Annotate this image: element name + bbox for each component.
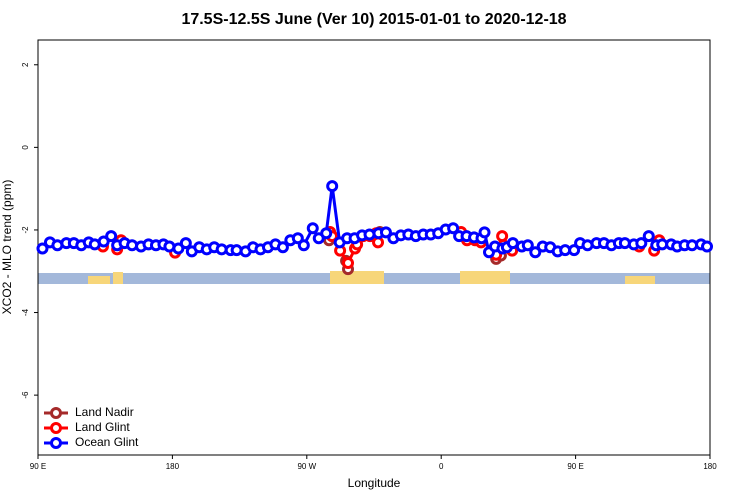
x-tick-label: 90 W [297,462,316,471]
land-strip [88,276,110,284]
x-tick-label: 180 [166,462,180,471]
data-point [306,222,319,235]
y-tick-label: -2 [21,226,30,234]
x-tick-label: 180 [703,462,717,471]
legend-label: Land Glint [75,420,130,434]
data-point [529,246,542,259]
data-point [276,241,289,254]
data-point [36,242,49,255]
surface-strip [38,271,710,284]
y-tick-label: -6 [21,391,30,399]
legend-label: Land Nadir [75,405,134,419]
x-axis-title: Longitude [348,476,401,490]
data-point [105,230,118,243]
data-point [320,227,333,240]
data-point [297,239,310,252]
legend-marker [50,422,62,434]
y-tick-label: -4 [21,308,30,316]
land-strip [330,271,384,284]
data-point [642,230,655,243]
y-axis-title: XCO2 - MLO trend (ppm) [0,180,14,315]
data-point [172,242,185,255]
data-point [379,226,392,239]
chart-title: 17.5S-12.5S June (Ver 10) 2015-01-01 to … [181,11,566,28]
data-point [179,237,192,250]
y-tick-label: 2 [21,62,30,67]
data-point [635,237,648,250]
data-point [478,226,491,239]
legend-marker [50,437,62,449]
data-point [447,222,460,235]
land-strip [625,276,655,284]
data-point [97,235,110,248]
data-point [701,240,714,253]
legend-label: Ocean Glint [75,435,139,449]
data-point [521,239,534,252]
data-point [568,244,581,257]
data-point [326,180,339,193]
series-line [344,254,502,270]
data-point [291,232,304,245]
legend-marker [50,407,62,419]
x-tick-label: 0 [439,462,444,471]
x-tick-label: 90 E [30,462,46,471]
y-tick-label: 0 [21,145,30,150]
land-strip [113,272,123,284]
land-strip [460,271,510,284]
data-point [496,230,509,243]
x-tick-label: 90 E [567,462,583,471]
data-point [342,256,355,269]
